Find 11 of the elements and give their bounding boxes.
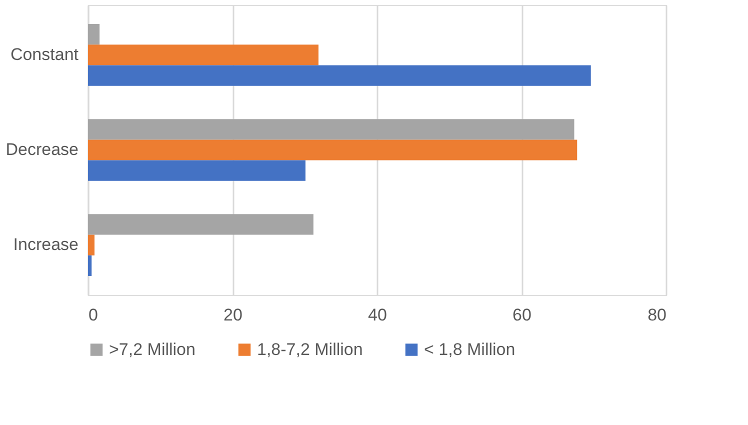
- x-tick-label: 40: [368, 306, 387, 324]
- x-tick-label: 0: [88, 306, 98, 324]
- legend-label: >7,2 Million: [109, 340, 196, 359]
- x-tick-label: 20: [224, 306, 242, 324]
- legend-label: < 1,8 Million: [424, 340, 516, 359]
- x-tick-label: 60: [512, 306, 532, 324]
- x-tick-label: 80: [648, 306, 666, 324]
- legend-label: 1,8-7,2 Million: [257, 340, 363, 359]
- y-tick-label: Constant: [10, 44, 79, 64]
- y-tick-label: Increase: [13, 235, 78, 254]
- y-tick-label: Decrease: [6, 140, 78, 159]
